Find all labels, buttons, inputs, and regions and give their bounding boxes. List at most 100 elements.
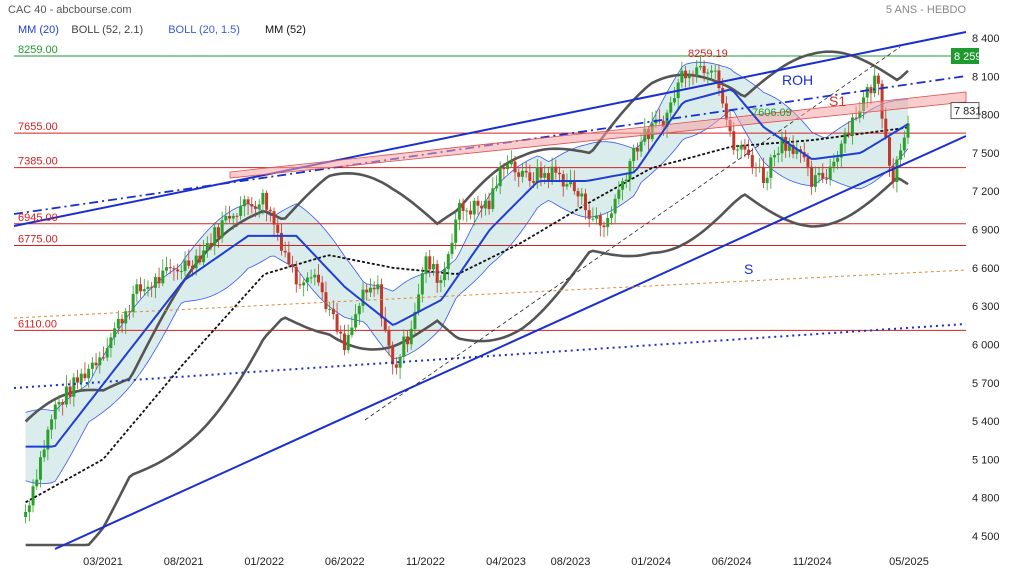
- candle-body: [576, 191, 580, 197]
- candle-body: [113, 328, 117, 338]
- candle-body: [457, 202, 461, 220]
- candle-body: [406, 336, 410, 345]
- candle-body: [150, 286, 154, 288]
- candle-body: [383, 318, 387, 330]
- candle-body: [142, 289, 146, 292]
- candle-body: [813, 175, 817, 187]
- candle-body: [520, 170, 524, 177]
- y-tick-label: 5 100: [972, 454, 1000, 466]
- candle-body: [172, 268, 176, 270]
- candle-body: [302, 282, 306, 286]
- candle-body: [583, 193, 587, 211]
- level-label-4: 6775.00: [18, 234, 58, 246]
- candle-body: [98, 357, 102, 366]
- candle-body: [239, 206, 243, 216]
- candle-body: [394, 364, 398, 368]
- candle-body: [387, 329, 391, 346]
- candle-body: [502, 167, 506, 170]
- candle-body: [376, 284, 380, 290]
- y-tick-label: 8 100: [972, 71, 1000, 83]
- candle-body: [587, 210, 591, 219]
- boll52-upper-line: [24, 50, 909, 423]
- candle-body: [346, 334, 350, 351]
- top-level-tag: [951, 48, 979, 65]
- candle-body: [294, 266, 298, 285]
- candle-body: [617, 189, 621, 199]
- y-tick-label: 4 800: [972, 493, 1000, 505]
- candle-body: [291, 264, 295, 267]
- candle-body: [532, 180, 536, 183]
- candle-body: [698, 66, 702, 68]
- candle-body: [424, 256, 428, 274]
- candle-body: [165, 267, 169, 271]
- candle-body: [791, 144, 795, 154]
- legend-item-3: MM (52): [265, 24, 306, 36]
- candle-body: [609, 213, 613, 218]
- candle-body: [216, 227, 220, 238]
- candle-body: [135, 284, 139, 294]
- chart-timeframe-label: 5 ANS - HEBDO: [886, 4, 967, 16]
- candle-body: [357, 305, 361, 315]
- candle-body: [494, 186, 498, 189]
- x-tick-label: 05/2025: [889, 556, 929, 568]
- candle-body: [320, 282, 324, 293]
- candle-body: [480, 205, 484, 209]
- y-tick-label: 6 900: [972, 225, 1000, 237]
- candle-body: [124, 311, 128, 324]
- x-tick-label: 04/2023: [486, 556, 526, 568]
- candle-body: [309, 277, 313, 279]
- candle-body: [873, 75, 877, 94]
- candle-body: [328, 308, 332, 310]
- candle-body: [639, 141, 643, 152]
- candle-body: [517, 172, 521, 177]
- candle-body: [513, 161, 517, 173]
- candle-body: [735, 149, 739, 151]
- candle-body: [902, 137, 906, 151]
- candle-body: [606, 217, 610, 228]
- candle-body: [198, 255, 202, 263]
- candle-body: [224, 216, 228, 221]
- trend-lower-channel: [54, 135, 967, 550]
- x-tick-label: 08/2021: [164, 556, 204, 568]
- candle-body: [632, 147, 636, 162]
- candle-body: [854, 117, 858, 119]
- candle-body: [624, 179, 628, 182]
- candle-body: [205, 243, 209, 251]
- candle-body: [380, 284, 384, 319]
- candle-body: [680, 70, 684, 83]
- candle-body: [46, 429, 50, 450]
- y-tick-label: 6 000: [972, 339, 1000, 351]
- x-tick-label: 11/2024: [793, 556, 832, 568]
- candle-body: [317, 274, 321, 283]
- candle-body: [443, 269, 447, 281]
- candle-body: [591, 218, 595, 220]
- candle-body: [661, 120, 665, 128]
- legend-item-2: BOLL (20, 1.5): [168, 24, 240, 36]
- candle-body: [613, 198, 617, 214]
- candle-body: [194, 255, 198, 269]
- candle-body: [498, 167, 502, 187]
- candle-body: [94, 362, 98, 366]
- candle-body: [487, 200, 491, 209]
- candle-body: [90, 362, 94, 369]
- candle-body: [235, 215, 239, 217]
- candle-body: [836, 157, 840, 162]
- boll52-lower-line: [25, 176, 909, 547]
- candle-body: [569, 180, 573, 185]
- trend-upper-channel: [13, 31, 967, 227]
- candle-body: [887, 137, 891, 166]
- candle-body: [628, 161, 632, 180]
- candle-body: [409, 328, 413, 345]
- candle-body: [672, 98, 676, 103]
- candle-body: [183, 260, 187, 272]
- annotation-mid-value: 7606.09: [752, 107, 792, 119]
- candle-body: [732, 131, 736, 150]
- candle-body: [806, 157, 810, 167]
- candle-body: [72, 377, 76, 397]
- candle-body: [31, 486, 35, 506]
- candle-body: [595, 215, 599, 219]
- candle-body: [209, 243, 213, 247]
- candle-body: [739, 145, 743, 150]
